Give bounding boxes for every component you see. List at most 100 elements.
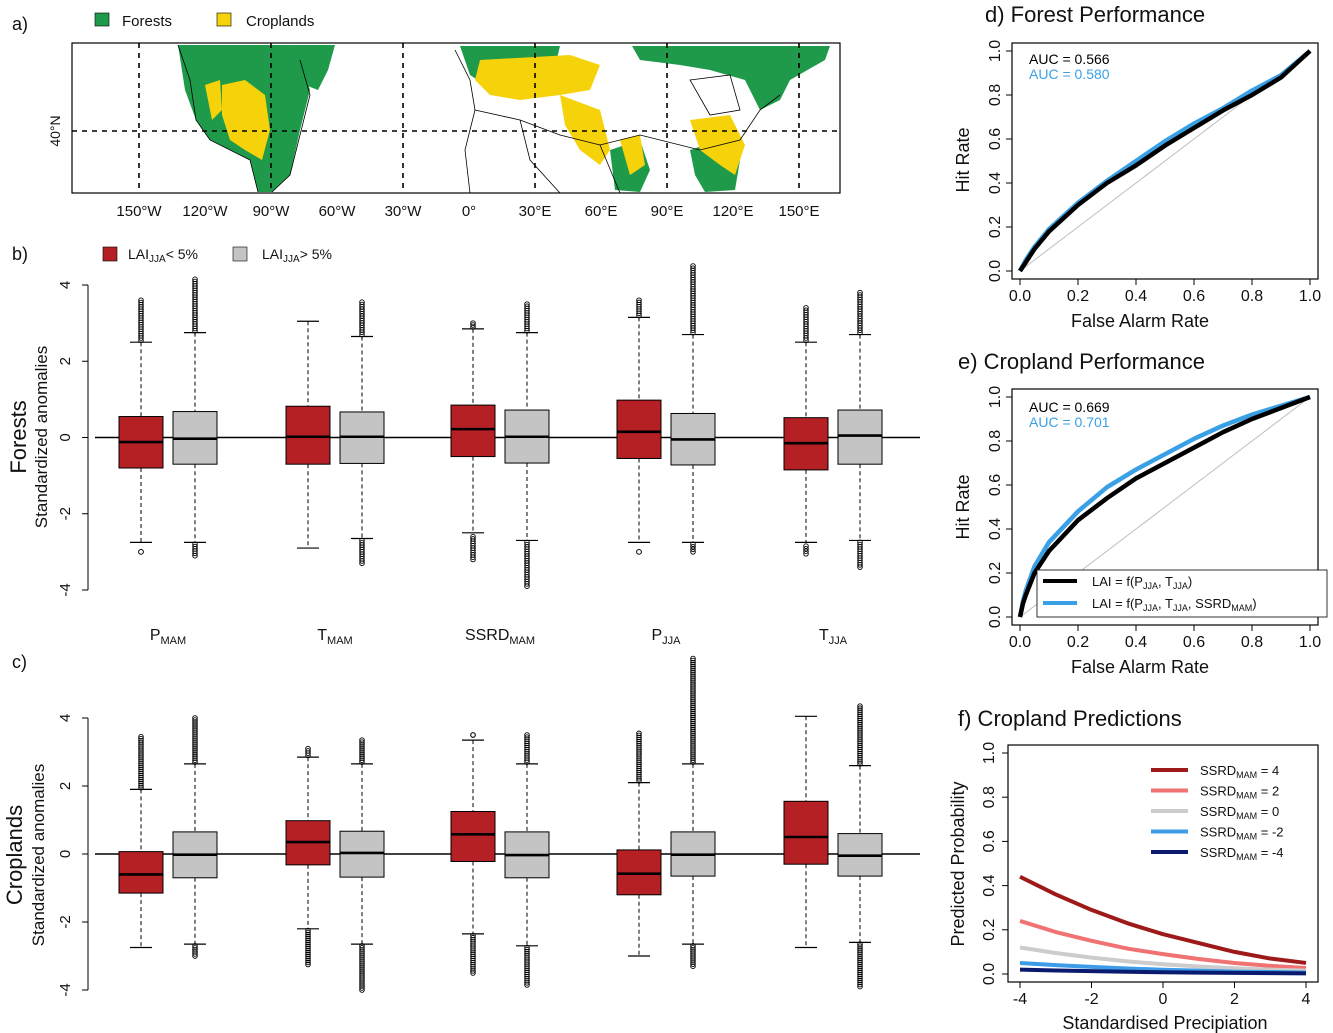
- outlier: [636, 730, 642, 737]
- outlier: [857, 759, 863, 765]
- outlier: [636, 757, 642, 763]
- outlier: [857, 703, 863, 709]
- outlier: [690, 743, 696, 749]
- box: [783, 800, 829, 865]
- outlier: [138, 744, 144, 750]
- panel-a: a) Forests Croplands: [12, 12, 841, 220]
- outlier: [636, 732, 642, 739]
- map-lon-label: 150°W: [116, 203, 162, 220]
- outlier: [359, 985, 365, 991]
- y-tick-label: 4: [57, 281, 74, 289]
- outlier: [138, 750, 144, 756]
- outlier: [636, 740, 642, 747]
- outlier: [803, 307, 809, 313]
- panel-a-tag: a): [12, 14, 28, 34]
- map-lat-label: 40°N: [47, 115, 63, 146]
- y-tick-label: 2: [57, 782, 74, 790]
- outlier: [690, 696, 696, 702]
- outlier: [690, 265, 696, 271]
- plot-frame: [1011, 388, 1319, 626]
- outlier: [305, 748, 311, 754]
- box: [285, 405, 331, 465]
- map-lon-label: 120°E: [712, 203, 753, 220]
- outlier: [636, 776, 642, 782]
- outlier: [857, 717, 863, 724]
- x-tick-label: 0.8: [1241, 634, 1263, 651]
- outlier: [690, 690, 696, 696]
- outlier: [359, 737, 365, 743]
- x-tick-label: 0.4: [1125, 634, 1147, 651]
- outlier: [470, 322, 476, 328]
- outlier: [636, 761, 642, 768]
- panel-d-auc-blue: AUC = 0.580: [1029, 66, 1110, 82]
- box: [450, 811, 496, 862]
- outlier: [636, 753, 642, 759]
- outlier: [690, 704, 696, 711]
- prediction-curve: [1019, 919, 1307, 971]
- outlier: [857, 973, 863, 980]
- outlier: [857, 562, 863, 568]
- outlier: [359, 741, 365, 747]
- outlier: [305, 927, 311, 934]
- outlier: [359, 965, 365, 971]
- outlier: [470, 732, 476, 738]
- y-tick-label: 0.4: [987, 518, 1004, 540]
- outlier: [690, 694, 696, 700]
- outlier: [305, 941, 311, 948]
- outlier: [524, 982, 530, 988]
- x-tick-label: 0.2: [1067, 288, 1089, 305]
- y-tick-label: 0.2: [987, 216, 1004, 238]
- prediction-curve: [1019, 945, 1307, 973]
- outlier: [192, 721, 198, 727]
- outlier: [636, 774, 642, 780]
- outlier: [305, 947, 311, 954]
- map-lon-label: 120°W: [182, 203, 228, 220]
- panel-f-title: f) Cropland Predictions: [958, 706, 1182, 731]
- panel-e-roc: 0.0 0.0 0.2 0.2 0.4 0.4 0.6 0.6 0.8 0.8 1.0 1.0: [987, 386, 1321, 651]
- legend-high-label: LAIJJA> 5%: [262, 246, 332, 265]
- outlier: [857, 971, 863, 978]
- outlier: [305, 955, 311, 962]
- outlier: [359, 747, 365, 753]
- outlier: [690, 663, 696, 670]
- outlier: [690, 667, 696, 674]
- outlier: [524, 583, 530, 589]
- outlier: [857, 738, 863, 744]
- outlier: [636, 751, 642, 757]
- outlier: [305, 957, 311, 964]
- outlier: [690, 712, 696, 719]
- outlier: [690, 728, 696, 735]
- outlier: [192, 943, 198, 949]
- outlier: [857, 289, 863, 296]
- outlier: [524, 301, 530, 307]
- outlier: [857, 967, 863, 974]
- outlier: [690, 549, 696, 555]
- outlier: [690, 686, 696, 692]
- outlier: [359, 961, 365, 967]
- outlier: [359, 945, 365, 951]
- outlier: [359, 969, 365, 975]
- outlier: [636, 759, 642, 766]
- outlier: [690, 945, 696, 951]
- outlier: [857, 941, 863, 947]
- outlier: [690, 720, 696, 727]
- outlier: [359, 967, 365, 973]
- outlier: [690, 741, 696, 747]
- outlier: [138, 299, 144, 306]
- y-tick-label: -2: [57, 507, 74, 520]
- outlier: [305, 931, 311, 938]
- y-tick-label: 0.0: [981, 963, 998, 985]
- category-p-jja: PJJA: [651, 627, 681, 647]
- outlier: [690, 659, 696, 666]
- outlier: [636, 297, 642, 304]
- panel-e-auc-blue: AUC = 0.701: [1029, 414, 1110, 430]
- category-p-mam: PMAM: [150, 627, 186, 647]
- y-tick-label: 0.2: [987, 562, 1004, 584]
- outlier: [192, 550, 198, 557]
- legend-high-swatch: [232, 246, 248, 262]
- outlier: [690, 688, 696, 694]
- outlier: [359, 743, 365, 749]
- outlier: [305, 929, 311, 936]
- outlier: [359, 951, 365, 957]
- outlier: [857, 983, 863, 990]
